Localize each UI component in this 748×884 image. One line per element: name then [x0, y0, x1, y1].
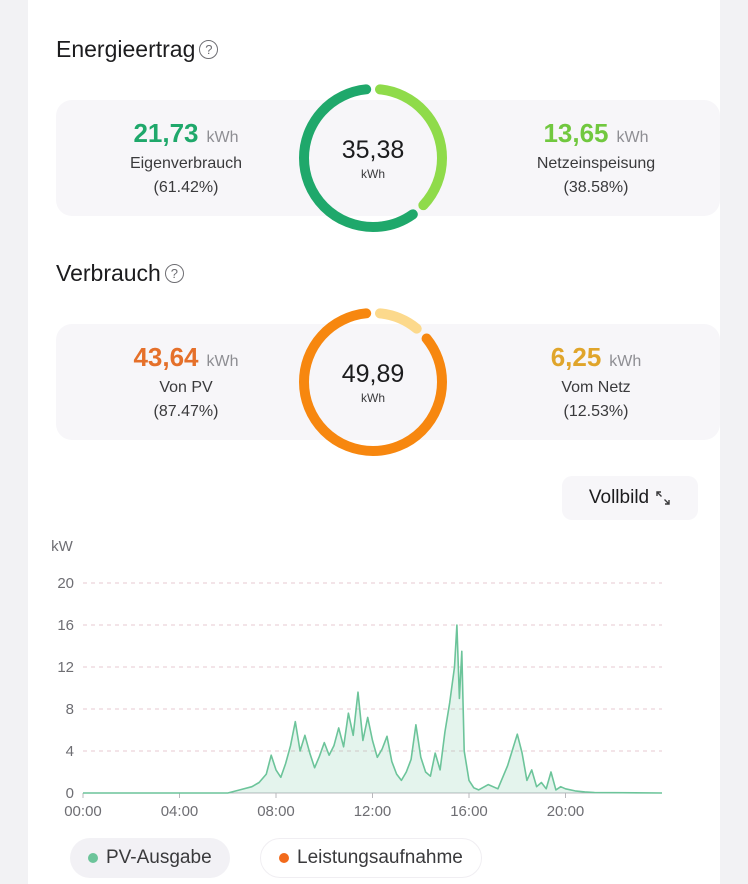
y-axis-label: kW — [51, 538, 74, 555]
grid-feed-in-label: Netzeinspeisung — [536, 155, 656, 172]
consumption-total-unit: kWh — [361, 390, 385, 405]
help-icon[interactable]: ? — [199, 40, 219, 59]
energy-yield-total: 35,38 — [341, 135, 405, 164]
grid-feed-in-arc — [299, 84, 447, 232]
self-consumption-stat: 21,73 kWh Eigenverbrauch (61.42%) — [86, 118, 286, 197]
energy-yield-title-text: Energieertrag — [56, 36, 196, 62]
self-consumption-arc — [299, 84, 447, 232]
expand-icon — [656, 491, 670, 505]
from-pv-label: Von PV — [159, 379, 213, 396]
pv-output-line — [83, 624, 663, 794]
self-consumption-percent: (61.42%) — [153, 179, 219, 196]
grid-feed-in-value: 13,65 — [543, 118, 609, 148]
y-tick-label: 12 — [57, 659, 74, 676]
from-grid-value: 6,25 — [550, 342, 602, 372]
self-consumption-unit: kWh — [206, 129, 239, 146]
y-tick-label: 0 — [66, 785, 74, 802]
from-pv-stat: 43,64 kWh Von PV (87.47%) — [86, 342, 286, 421]
y-tick-label: 20 — [57, 575, 74, 592]
self-consumption-value: 21,73 — [133, 118, 199, 148]
x-tick-label: 04:00 — [161, 803, 199, 820]
legend-power-consumption[interactable]: Leistungsaufnahme — [260, 838, 482, 878]
y-tick-label: 8 — [66, 701, 74, 718]
grid-feed-in-unit: kWh — [616, 129, 649, 146]
pv-output-area — [83, 625, 662, 793]
from-pv-value: 43,64 — [133, 342, 199, 372]
energy-yield-ring: 35,38 kWh — [293, 78, 453, 238]
consumption-title: Verbrauch ? — [56, 260, 184, 287]
consumption-title-text: Verbrauch — [56, 260, 161, 286]
y-tick-label: 4 — [66, 743, 74, 760]
x-tick-label: 00:00 — [64, 803, 102, 820]
legend-pv-output-label: PV-Ausgabe — [106, 847, 212, 868]
energy-yield-title: Energieertrag ? — [56, 36, 219, 63]
from-pv-arc — [299, 308, 447, 456]
grid-feed-in-percent: (38.58%) — [563, 179, 629, 196]
consumption-panel: 43,64 kWh Von PV (87.47%) 6,25 kWh Vom Net… — [56, 324, 720, 440]
from-pv-percent: (87.47%) — [153, 403, 219, 420]
from-grid-label: Vom Netz — [561, 379, 631, 396]
consumption-total: 49,89 — [341, 359, 405, 388]
from-grid-percent: (12.53%) — [563, 403, 629, 420]
from-grid-unit: kWh — [609, 353, 642, 370]
pv-output-dot-icon — [88, 853, 98, 863]
legend-pv-output[interactable]: PV-Ausgabe — [70, 838, 230, 878]
x-tick-label: 12:00 — [354, 803, 392, 820]
x-tick-label: 16:00 — [450, 803, 488, 820]
y-tick-label: 16 — [57, 617, 74, 634]
power-chart: kW 0 4 8 12 16 20 00:00 04:00 08:00 12:00 16:00 20:0… — [51, 538, 663, 820]
consumption-ring: 49,89 kWh — [293, 302, 453, 462]
fullscreen-label: Vollbild — [588, 487, 650, 508]
from-pv-unit: kWh — [206, 353, 239, 370]
statistics-card: Energieertrag ? 21,73 kWh Eigenverbrauch … — [28, 0, 720, 884]
from-grid-stat: 6,25 kWh Vom Netz (12.53%) — [496, 342, 696, 421]
grid-feed-in-stat: 13,65 kWh Netzeinspeisung (38.58%) — [496, 118, 696, 197]
self-consumption-label: Eigenverbrauch — [129, 155, 243, 172]
fullscreen-button[interactable]: Vollbild — [562, 476, 698, 520]
legend-power-consumption-label: Leistungsaufnahme — [297, 847, 463, 868]
help-icon[interactable]: ? — [164, 264, 184, 283]
energy-yield-total-unit: kWh — [361, 166, 385, 181]
x-tick-label: 08:00 — [257, 803, 295, 820]
x-tick-label: 20:00 — [547, 803, 585, 820]
power-consumption-dot-icon — [279, 853, 289, 863]
energy-yield-panel: 21,73 kWh Eigenverbrauch (61.42%) 13,65 kW… — [56, 100, 720, 216]
